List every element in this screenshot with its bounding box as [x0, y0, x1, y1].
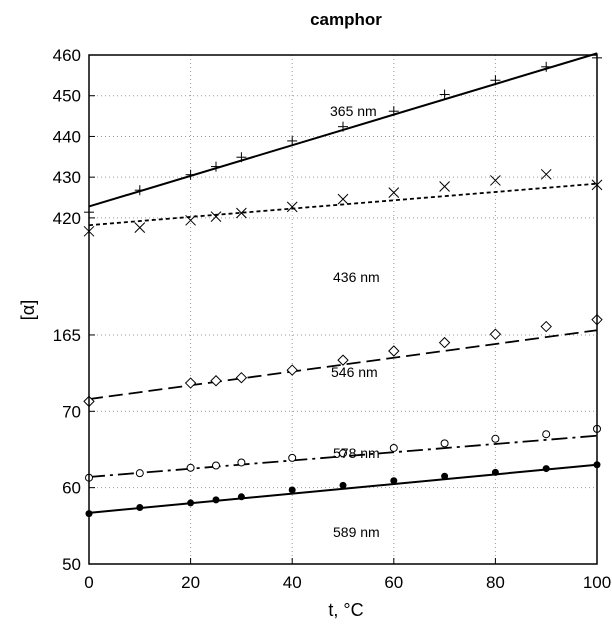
x-tick-label: 80 — [486, 573, 505, 592]
y-tick-label: 60 — [62, 479, 81, 498]
data-point-436-nm — [338, 194, 348, 204]
data-point-578-nm — [289, 454, 296, 461]
data-point-589-nm — [289, 486, 296, 493]
y-tick-label: 165 — [53, 326, 81, 345]
y-tick-label: 70 — [62, 402, 81, 421]
data-point-365-nm — [186, 170, 196, 180]
ticks: 0 20 40 60 80 100 50 60 70 165 420 430 440 450 460 — [53, 46, 612, 592]
series-label-436-nm: 436 nm — [333, 269, 380, 285]
data-point-589-nm — [213, 496, 220, 503]
data-point-436-nm — [135, 223, 145, 233]
chart-title: camphor — [310, 10, 382, 29]
x-tick-label: 0 — [84, 573, 93, 592]
data-point-546-nm — [211, 376, 221, 386]
x-tick-label: 20 — [181, 573, 200, 592]
data-point-589-nm — [441, 473, 448, 480]
y-tick-label: 450 — [53, 87, 81, 106]
y-tick-label: 460 — [53, 46, 81, 65]
data-point-589-nm — [390, 477, 397, 484]
y-tick-label: 420 — [53, 209, 81, 228]
data-point-436-nm — [541, 169, 551, 179]
data-point-436-nm — [389, 188, 399, 198]
data-point-578-nm — [390, 444, 397, 451]
data-point-578-nm — [543, 431, 550, 438]
data-point-589-nm — [340, 482, 347, 489]
x-axis-label: t, °C — [328, 600, 363, 620]
x-tick-label: 100 — [583, 573, 611, 592]
data-point-589-nm — [136, 504, 143, 511]
data-point-589-nm — [187, 499, 194, 506]
series-label-589-nm: 589 nm — [333, 524, 380, 540]
data-point-578-nm — [492, 435, 499, 442]
series-label-578-nm: 578 nm — [333, 445, 380, 461]
data-point-436-nm — [440, 182, 450, 192]
data-point-546-nm — [287, 365, 297, 375]
data-point-546-nm — [440, 338, 450, 348]
series-labels: 365 nm 436 nm 546 nm 578 nm 589 nm — [330, 103, 380, 540]
data-point-578-nm — [238, 459, 245, 466]
series-label-546-nm: 546 nm — [331, 364, 378, 380]
data-point-546-nm — [186, 378, 196, 388]
data-point-589-nm — [238, 493, 245, 500]
data-point-578-nm — [187, 464, 194, 471]
y-tick-label: 430 — [53, 168, 81, 187]
x-tick-label: 40 — [283, 573, 302, 592]
data-point-589-nm — [543, 465, 550, 472]
data-point-436-nm — [211, 212, 221, 222]
series-label-365-nm: 365 nm — [330, 103, 377, 119]
data-point-546-nm — [236, 373, 246, 383]
x-tick-label: 60 — [384, 573, 403, 592]
data-point-578-nm — [441, 440, 448, 447]
data-point-578-nm — [213, 462, 220, 469]
data-point-546-nm — [389, 346, 399, 356]
data-point-578-nm — [136, 470, 143, 477]
data-point-589-nm — [492, 469, 499, 476]
data-point-365-nm — [135, 185, 145, 195]
data-point-546-nm — [541, 322, 551, 332]
y-axis-label: [α] — [18, 300, 38, 320]
fit-line-436-nm — [89, 184, 597, 226]
y-tick-label: 50 — [62, 555, 81, 574]
data-point-546-nm — [490, 329, 500, 339]
y-tick-label: 440 — [53, 127, 81, 146]
